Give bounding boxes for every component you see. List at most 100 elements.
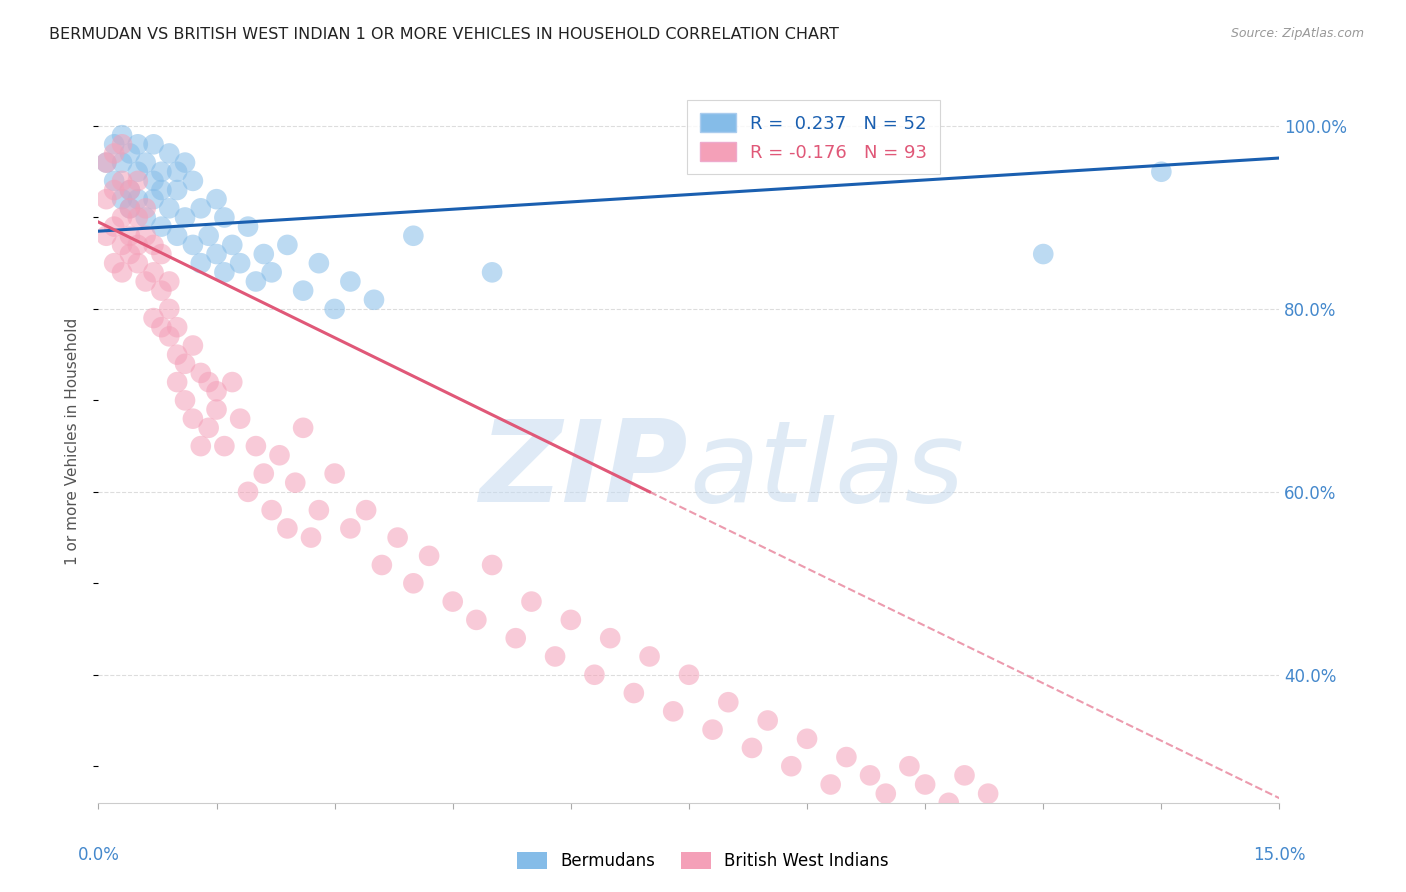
Point	[181, 174, 204, 188]
Point	[418, 549, 440, 563]
Text: 15.0%: 15.0%	[1253, 847, 1306, 864]
Point	[205, 384, 228, 399]
Point	[111, 238, 134, 252]
Point	[638, 649, 661, 664]
Point	[150, 165, 173, 179]
Point	[127, 192, 149, 206]
Point	[166, 375, 188, 389]
Point	[166, 183, 188, 197]
Point	[1150, 165, 1173, 179]
Point	[174, 357, 197, 371]
Point	[166, 320, 188, 334]
Point	[253, 467, 276, 481]
Point	[284, 475, 307, 490]
Point	[363, 293, 385, 307]
Point	[292, 284, 315, 298]
Point	[339, 275, 361, 289]
Point	[135, 211, 157, 225]
Point	[236, 219, 259, 234]
Point	[953, 768, 976, 782]
Point	[103, 146, 125, 161]
Text: BERMUDAN VS BRITISH WEST INDIAN 1 OR MORE VEHICLES IN HOUSEHOLD CORRELATION CHAR: BERMUDAN VS BRITISH WEST INDIAN 1 OR MOR…	[49, 27, 839, 42]
Point	[236, 484, 259, 499]
Point	[354, 503, 377, 517]
Point	[127, 165, 149, 179]
Point	[118, 146, 141, 161]
Point	[118, 202, 141, 216]
Point	[898, 759, 921, 773]
Text: atlas: atlas	[689, 415, 965, 526]
Point	[157, 146, 180, 161]
Point	[111, 265, 134, 279]
Point	[623, 686, 645, 700]
Point	[157, 301, 180, 316]
Point	[111, 211, 134, 225]
Point	[111, 128, 134, 143]
Point	[166, 228, 188, 243]
Point	[308, 256, 330, 270]
Point	[142, 137, 165, 152]
Point	[190, 256, 212, 270]
Point	[465, 613, 488, 627]
Point	[859, 768, 882, 782]
Point	[560, 613, 582, 627]
Point	[174, 155, 197, 169]
Point	[103, 137, 125, 152]
Point	[111, 174, 134, 188]
Point	[205, 192, 228, 206]
Point	[142, 174, 165, 188]
Point	[181, 411, 204, 425]
Point	[197, 228, 219, 243]
Point	[229, 411, 252, 425]
Point	[299, 531, 322, 545]
Text: 0.0%: 0.0%	[77, 847, 120, 864]
Point	[135, 275, 157, 289]
Point	[174, 393, 197, 408]
Point	[150, 183, 173, 197]
Point	[323, 301, 346, 316]
Point	[481, 558, 503, 572]
Point	[127, 238, 149, 252]
Y-axis label: 1 or more Vehicles in Household: 1 or more Vehicles in Household	[65, 318, 80, 566]
Point	[387, 531, 409, 545]
Legend: Bermudans, British West Indians: Bermudans, British West Indians	[512, 847, 894, 875]
Point	[96, 155, 118, 169]
Point	[599, 631, 621, 645]
Point	[166, 165, 188, 179]
Point	[796, 731, 818, 746]
Point	[103, 256, 125, 270]
Point	[118, 183, 141, 197]
Point	[96, 192, 118, 206]
Point	[1032, 247, 1054, 261]
Point	[190, 366, 212, 380]
Text: ZIP: ZIP	[481, 415, 689, 526]
Point	[402, 228, 425, 243]
Text: Source: ZipAtlas.com: Source: ZipAtlas.com	[1230, 27, 1364, 40]
Point	[103, 174, 125, 188]
Point	[150, 219, 173, 234]
Point	[662, 704, 685, 718]
Point	[323, 467, 346, 481]
Point	[190, 439, 212, 453]
Point	[741, 740, 763, 755]
Point	[221, 238, 243, 252]
Point	[96, 228, 118, 243]
Point	[135, 155, 157, 169]
Point	[308, 503, 330, 517]
Point	[118, 183, 141, 197]
Point	[820, 777, 842, 791]
Point	[190, 202, 212, 216]
Point	[276, 521, 298, 535]
Point	[111, 137, 134, 152]
Point	[835, 750, 858, 764]
Point	[142, 192, 165, 206]
Point	[205, 247, 228, 261]
Point	[111, 192, 134, 206]
Point	[197, 421, 219, 435]
Point	[481, 265, 503, 279]
Point	[371, 558, 394, 572]
Point	[157, 275, 180, 289]
Point	[583, 667, 606, 681]
Point	[103, 183, 125, 197]
Point	[780, 759, 803, 773]
